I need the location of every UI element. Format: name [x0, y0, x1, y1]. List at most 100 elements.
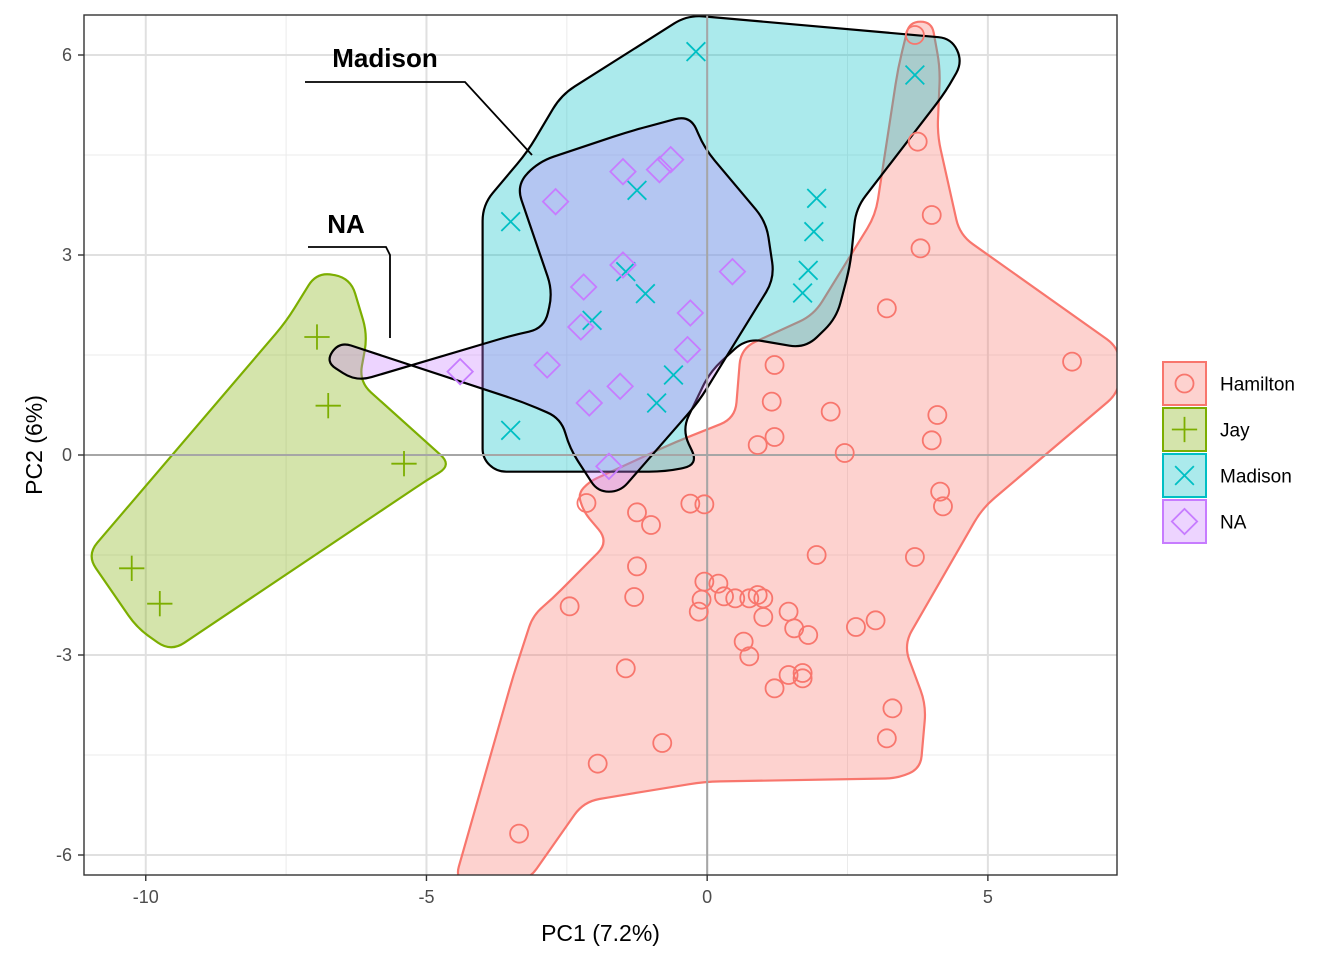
point-na	[676, 299, 705, 327]
point-hamilton	[688, 601, 709, 622]
x-tick-label: -10	[133, 887, 159, 907]
legend-item-hamilton: Hamilton	[1162, 361, 1295, 406]
point-layer	[119, 25, 1083, 844]
legend-item-jay: Jay	[1162, 407, 1250, 452]
point-hamilton	[834, 443, 855, 463]
y-tick-label: 3	[62, 245, 72, 265]
point-madison	[803, 221, 824, 242]
point-jay	[147, 591, 173, 617]
point-hamilton	[927, 405, 948, 425]
point-na	[533, 351, 562, 379]
legend-key-na	[1162, 499, 1207, 544]
x-axis-title: PC1 (7.2%)	[541, 920, 660, 946]
point-hamilton	[761, 391, 782, 412]
point-madison	[615, 261, 636, 282]
legend-marker-hamilton	[1174, 373, 1195, 394]
point-hamilton	[587, 753, 608, 774]
point-na	[718, 257, 747, 286]
point-jay	[304, 324, 330, 350]
point-madison	[685, 41, 706, 62]
hull-hamilton	[456, 20, 1117, 875]
hull-jay	[90, 273, 447, 649]
point-hamilton	[806, 545, 827, 565]
point-hamilton	[739, 588, 760, 609]
legend-label-na: NA	[1220, 513, 1247, 534]
y-tick-label: -6	[56, 845, 72, 865]
point-madison	[904, 65, 925, 85]
x-tick-label: -5	[418, 887, 434, 907]
point-hamilton	[708, 573, 729, 594]
point-hamilton	[747, 435, 768, 455]
leader-line-madison	[305, 81, 533, 156]
point-na	[609, 157, 637, 186]
tick-layer: -10 -5 0 5 -6 -3 0 3 6	[56, 45, 993, 907]
point-hamilton	[846, 617, 866, 637]
point-madison	[627, 180, 647, 201]
hull-layer	[90, 15, 1117, 875]
point-madison	[792, 283, 813, 303]
point-madison	[500, 420, 521, 441]
y-tick-label: -3	[56, 645, 72, 665]
legend-marker-na	[1170, 507, 1199, 536]
point-hamilton	[921, 430, 942, 451]
x-tick-label: 0	[702, 887, 712, 907]
point-na	[566, 313, 595, 341]
point-hamilton	[714, 586, 734, 607]
legend-item-madison: Madison	[1162, 453, 1292, 498]
point-na	[594, 452, 623, 481]
point-na	[609, 251, 637, 279]
hull-label-madison: Madison	[332, 43, 437, 73]
point-hamilton	[876, 728, 897, 749]
point-hamilton	[627, 556, 647, 577]
leader-line-na	[308, 246, 391, 338]
hull-madison	[481, 15, 961, 473]
hull-label-layer: Madison NA	[305, 43, 533, 338]
point-hamilton	[652, 733, 673, 753]
point-madison	[663, 365, 684, 385]
point-hamilton	[694, 494, 715, 515]
legend-label-madison: Madison	[1220, 467, 1292, 488]
point-madison	[646, 393, 667, 413]
point-hamilton	[764, 678, 785, 699]
point-hamilton	[882, 698, 903, 719]
legend-key-hamilton	[1162, 361, 1207, 406]
point-hamilton	[691, 589, 712, 610]
y-tick-label: 6	[62, 45, 72, 65]
point-hamilton	[904, 547, 925, 567]
point-jay	[119, 555, 145, 581]
point-hamilton	[820, 401, 841, 422]
point-hamilton	[921, 205, 942, 225]
point-hamilton	[559, 596, 580, 617]
point-na	[446, 357, 475, 386]
point-na	[541, 187, 570, 216]
point-hamilton	[904, 25, 925, 45]
point-na	[645, 155, 674, 184]
point-hamilton	[624, 587, 645, 607]
point-hamilton	[792, 668, 813, 689]
point-hamilton	[792, 663, 813, 683]
point-na	[673, 335, 702, 364]
point-jay	[315, 393, 341, 419]
legend-label-jay: Jay	[1220, 421, 1250, 442]
point-hamilton	[739, 646, 760, 667]
point-hamilton	[615, 658, 636, 679]
panel-border	[83, 14, 1118, 876]
point-hamilton	[509, 823, 530, 844]
y-tick-label: 0	[62, 445, 72, 465]
hull-label-na: NA	[327, 209, 365, 239]
point-madison	[500, 211, 521, 232]
point-hamilton	[930, 481, 951, 502]
point-hamilton	[627, 502, 647, 523]
y-axis-title: PC2 (6%)	[21, 395, 47, 495]
point-hamilton	[753, 607, 774, 627]
point-madison	[635, 283, 656, 304]
point-hamilton	[778, 665, 799, 685]
point-na	[569, 273, 598, 301]
reference-lines	[84, 15, 1117, 875]
point-hamilton	[641, 515, 661, 535]
point-jay	[391, 451, 417, 477]
point-hamilton	[910, 238, 931, 259]
point-hamilton	[764, 355, 785, 375]
legend-marker-madison	[1174, 465, 1195, 486]
